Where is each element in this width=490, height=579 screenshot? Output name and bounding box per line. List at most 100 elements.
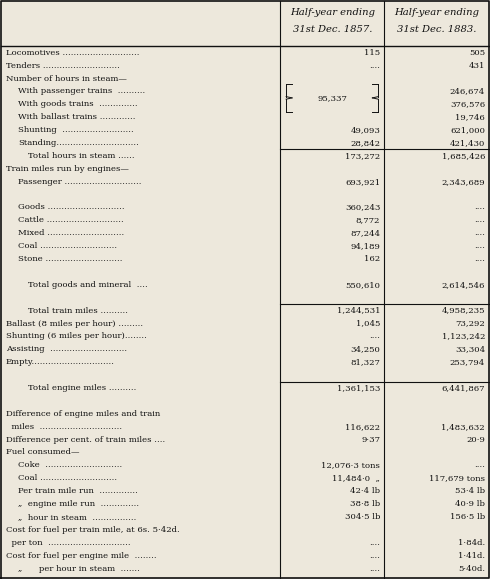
Text: Cost for fuel per engine mile  ........: Cost for fuel per engine mile ........ [6,552,156,560]
Text: per ton  ..............................: per ton .............................. [6,538,130,547]
Text: Difference of engine miles and train: Difference of engine miles and train [6,410,160,418]
Text: 1,123,242: 1,123,242 [441,332,485,340]
Text: ....: .... [474,255,485,263]
Text: ....: .... [474,461,485,470]
Text: 1,483,632: 1,483,632 [441,423,485,431]
Text: With ballast trains .............: With ballast trains ............. [18,113,136,121]
Text: 9·37: 9·37 [361,435,380,444]
Text: 38·8 lb: 38·8 lb [350,500,380,508]
Text: Goods ............................: Goods ............................ [18,203,125,211]
Text: ....: .... [369,332,380,340]
Text: Shunting (6 miles per hour)........: Shunting (6 miles per hour)........ [6,332,147,340]
Text: 246,674: 246,674 [450,87,485,96]
Text: 505: 505 [469,49,485,57]
Text: Number of hours in steam—: Number of hours in steam— [6,75,127,83]
Text: 2,614,546: 2,614,546 [441,281,485,289]
Text: ....: .... [369,61,380,69]
Text: 115: 115 [364,49,380,57]
Text: 42·4 lb: 42·4 lb [350,487,380,495]
Text: 173,272: 173,272 [345,152,380,160]
Text: Half-year ending: Half-year ending [394,8,479,17]
Text: 621,000: 621,000 [450,126,485,134]
Text: Half-year ending: Half-year ending [290,8,375,17]
Text: ....: .... [474,217,485,225]
Text: 12,076·3 tons: 12,076·3 tons [321,461,380,470]
Text: Train miles run by engines—: Train miles run by engines— [6,165,129,173]
Text: 1,685,426: 1,685,426 [441,152,485,160]
Text: Total hours in steam ......: Total hours in steam ...... [6,152,134,160]
Text: „  engine mile run  ..............: „ engine mile run .............. [18,500,139,508]
Text: 376,576: 376,576 [450,100,485,108]
Text: 360,243: 360,243 [345,203,380,211]
Text: Coal ............................: Coal ............................ [18,242,117,250]
Text: Fuel consumed—: Fuel consumed— [6,449,79,456]
Text: With passenger trains  ..........: With passenger trains .......... [18,87,146,96]
Text: 20·9: 20·9 [466,435,485,444]
Text: 94,189: 94,189 [350,242,380,250]
Text: 73,292: 73,292 [455,320,485,328]
Text: Per train mile run  ..............: Per train mile run .............. [18,487,138,495]
Text: 28,842: 28,842 [350,139,380,147]
Text: With goods trains  ..............: With goods trains .............. [18,100,138,108]
Text: 1·84d.: 1·84d. [458,538,485,547]
Text: 31st Dec. 1883.: 31st Dec. 1883. [397,25,476,34]
Text: ....: .... [474,242,485,250]
Text: Coal ............................: Coal ............................ [18,474,117,482]
Text: Passenger ............................: Passenger ............................ [18,178,142,186]
Text: ....: .... [369,538,380,547]
Text: 431: 431 [469,61,485,69]
Text: 6,441,867: 6,441,867 [441,384,485,392]
Text: Total engine miles ..........: Total engine miles .......... [6,384,136,392]
Text: Standing..............................: Standing.............................. [18,139,139,147]
Text: 11,484·0  „: 11,484·0 „ [332,474,380,482]
Text: 81,327: 81,327 [350,358,380,366]
Text: 162: 162 [364,255,380,263]
Text: Total goods and mineral  ....: Total goods and mineral .... [6,281,147,289]
Text: Coke  ............................: Coke ............................ [18,461,122,470]
Text: „      per hour in steam  .......: „ per hour in steam ....... [18,565,140,573]
Text: Tenders ............................: Tenders ............................ [6,61,120,69]
Text: 34,250: 34,250 [350,345,380,353]
Text: 693,921: 693,921 [345,178,380,186]
Text: Total train miles ..........: Total train miles .......... [6,307,128,314]
Text: 304·5 lb: 304·5 lb [345,513,380,521]
Text: 95,337: 95,337 [318,94,347,102]
Text: Locomotives ............................: Locomotives ............................ [6,49,139,57]
Text: Stone ............................: Stone ............................ [18,255,122,263]
Text: 2,343,689: 2,343,689 [441,178,485,186]
Text: 31st Dec. 1857.: 31st Dec. 1857. [293,25,372,34]
Text: 156·5 lb: 156·5 lb [450,513,485,521]
Text: Difference per cent. of train miles ....: Difference per cent. of train miles .... [6,435,165,444]
Text: ....: .... [474,203,485,211]
Text: 117,679 tons: 117,679 tons [429,474,485,482]
Text: ....: .... [474,229,485,237]
Text: 8,772: 8,772 [356,217,380,225]
Text: 49,093: 49,093 [350,126,380,134]
Text: Cost for fuel per train mile, at 6s. 5·42d.: Cost for fuel per train mile, at 6s. 5·4… [6,526,180,534]
Text: ....: .... [369,552,380,560]
Text: 53·4 lb: 53·4 lb [455,487,485,495]
Text: 253,794: 253,794 [450,358,485,366]
Text: 1·41d.: 1·41d. [458,552,485,560]
Text: 87,244: 87,244 [350,229,380,237]
Text: 19,746: 19,746 [455,113,485,121]
Text: 421,430: 421,430 [450,139,485,147]
Text: ....: .... [369,565,380,573]
Text: Mixed ............................: Mixed ............................ [18,229,124,237]
Text: 1,045: 1,045 [356,320,380,328]
Text: Empty..............................: Empty.............................. [6,358,115,366]
Text: 1,361,153: 1,361,153 [337,384,380,392]
Text: 4,958,235: 4,958,235 [441,307,485,314]
Text: Shunting  ..........................: Shunting .......................... [18,126,134,134]
Text: Cattle ............................: Cattle ............................ [18,217,124,225]
Text: 40·9 lb: 40·9 lb [455,500,485,508]
Text: Ballast (8 miles per hour) .........: Ballast (8 miles per hour) ......... [6,320,143,328]
Text: miles  ..............................: miles .............................. [6,423,122,431]
Text: 550,610: 550,610 [345,281,380,289]
Text: Assisting  ............................: Assisting ............................ [6,345,127,353]
Text: „  hour in steam  ................: „ hour in steam ................ [18,513,137,521]
Text: 5·40d.: 5·40d. [458,565,485,573]
Text: 33,304: 33,304 [455,345,485,353]
Text: 116,622: 116,622 [345,423,380,431]
Text: 1,244,531: 1,244,531 [337,307,380,314]
